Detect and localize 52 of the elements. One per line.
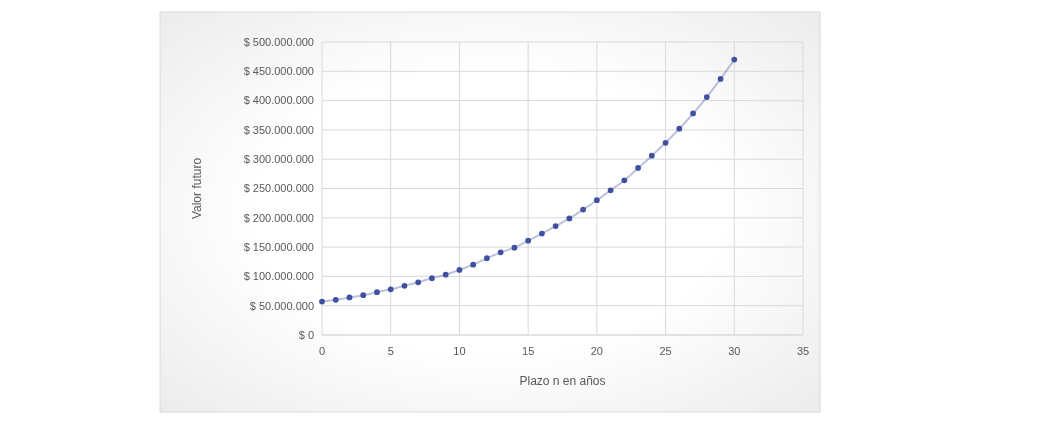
point [415,279,422,286]
point [552,223,559,229]
point [731,56,738,63]
point [662,139,669,146]
point [703,94,710,100]
point [690,110,696,117]
point [717,76,724,82]
point [525,237,532,244]
point [332,296,339,303]
point [593,197,600,204]
x-tick-label: 25 [659,345,672,357]
point [676,125,683,132]
point [442,271,449,278]
point [648,152,655,159]
y-tick-label: $ 450.000.000 [243,65,314,78]
x-tick-label: 35 [796,345,810,357]
point [511,244,518,251]
point [429,275,435,282]
y-tick-label: $ 0 [298,328,314,341]
point [621,177,628,184]
y-tick-label: $ 250.000.000 [243,182,314,195]
y-tick-label: $ 300.000.000 [243,153,314,166]
y-tick-label: $ 350.000.000 [243,123,314,136]
x-tick-label: 15 [522,345,535,357]
x-tick-label: 5 [387,345,394,357]
point [497,249,504,256]
y-tick-label: $ 500.000.000 [243,35,314,48]
point [580,206,586,213]
point [346,294,353,301]
x-tick-label: 30 [728,345,741,357]
y-tick-label: $ 50.000.000 [249,299,314,312]
y-tick-label: $ 150.000.000 [243,240,314,253]
y-tick-label: $ 400.000.000 [243,94,314,107]
point [566,215,573,222]
point [635,165,641,171]
point [484,255,490,262]
point [401,282,408,289]
point [456,267,463,273]
x-tick-label: 20 [590,345,603,357]
point [360,292,367,299]
y-tick-label: $ 100.000.000 [243,270,314,283]
point [319,298,325,305]
point [539,230,545,237]
x-tick-label: 0 [318,345,326,357]
x-axis-title: Plazo n en años [519,374,606,388]
y-axis-title: Valor futuro [190,157,204,220]
point [387,286,394,293]
y-tick-label: $ 200.000.000 [243,211,314,224]
point [374,289,380,296]
point [607,187,614,194]
point [470,261,477,268]
x-tick-label: 10 [453,345,466,357]
